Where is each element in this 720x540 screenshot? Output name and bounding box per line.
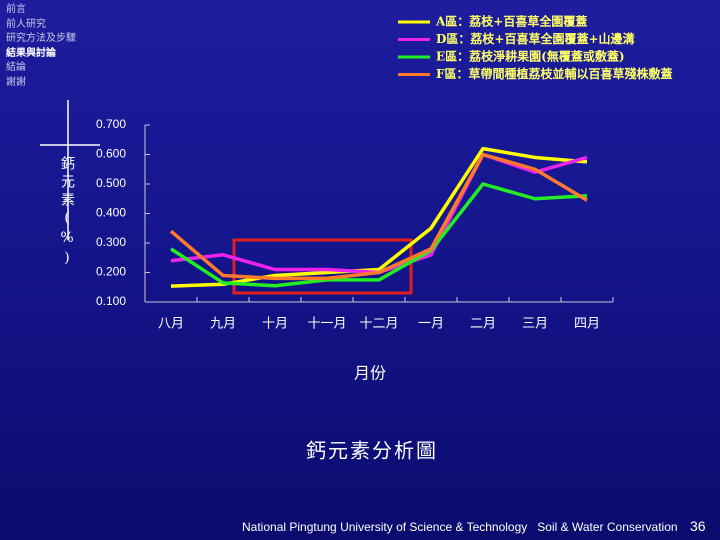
nav-item[interactable]: 前人研究 bbox=[6, 18, 46, 30]
nav-item[interactable]: 結果與討論 bbox=[6, 47, 56, 59]
legend-label: E區：荔枝淨耕果園(無覆蓋或敷蓋) bbox=[436, 49, 625, 64]
y-tick-label: 0.400 bbox=[96, 206, 126, 220]
x-tick-label: 二月 bbox=[470, 317, 496, 332]
y-tick-label: 0.100 bbox=[96, 294, 126, 308]
y-tick-label: 0.500 bbox=[96, 176, 126, 190]
legend-label: F區：草帶間種植荔枝並輔以百喜草殘株敷蓋 bbox=[436, 66, 673, 81]
y-tick-label: 0.600 bbox=[96, 147, 126, 161]
x-tick-label: 四月 bbox=[574, 317, 600, 332]
x-tick-label: 三月 bbox=[522, 317, 548, 332]
nav-menu: 前言前人研究研究方法及步驟 結果與討論結論謝謝 bbox=[6, 3, 76, 90]
x-tick-label: 九月 bbox=[210, 317, 236, 332]
legend-label: D區：荔枝+百喜草全園覆蓋+山邊溝 bbox=[436, 31, 635, 46]
y-tick-label: 0.700 bbox=[96, 117, 126, 131]
page-number: 36 bbox=[690, 518, 706, 534]
x-tick-label: 一月 bbox=[418, 317, 444, 332]
y-tick-label: 0.300 bbox=[96, 235, 126, 249]
series-line bbox=[170, 182, 588, 288]
nav-item[interactable]: 結論 bbox=[6, 62, 26, 73]
x-tick-label: 十一月 bbox=[307, 317, 346, 332]
nav-item[interactable]: 前言 bbox=[6, 4, 26, 15]
x-tick-label: 八月 bbox=[158, 317, 184, 332]
y-axis-label: 鈣元素(%) bbox=[59, 156, 75, 270]
x-axis-label: 月份 bbox=[354, 364, 386, 383]
footer-text: National Pingtung University of Science … bbox=[242, 520, 678, 534]
x-tick-label: 十月 bbox=[262, 317, 288, 332]
chart-title: 鈣元素分析圖 bbox=[306, 439, 438, 463]
y-tick-label: 0.200 bbox=[96, 265, 126, 279]
x-tick-label: 十二月 bbox=[359, 317, 398, 332]
nav-item[interactable]: 研究方法及步驟 bbox=[6, 33, 76, 44]
series-line bbox=[169, 152, 588, 281]
nav-item[interactable]: 謝謝 bbox=[6, 76, 26, 88]
series-line bbox=[170, 146, 588, 288]
highlight-box bbox=[232, 238, 413, 295]
legend-label: A區：荔枝+百喜草全園覆蓋 bbox=[435, 14, 587, 29]
